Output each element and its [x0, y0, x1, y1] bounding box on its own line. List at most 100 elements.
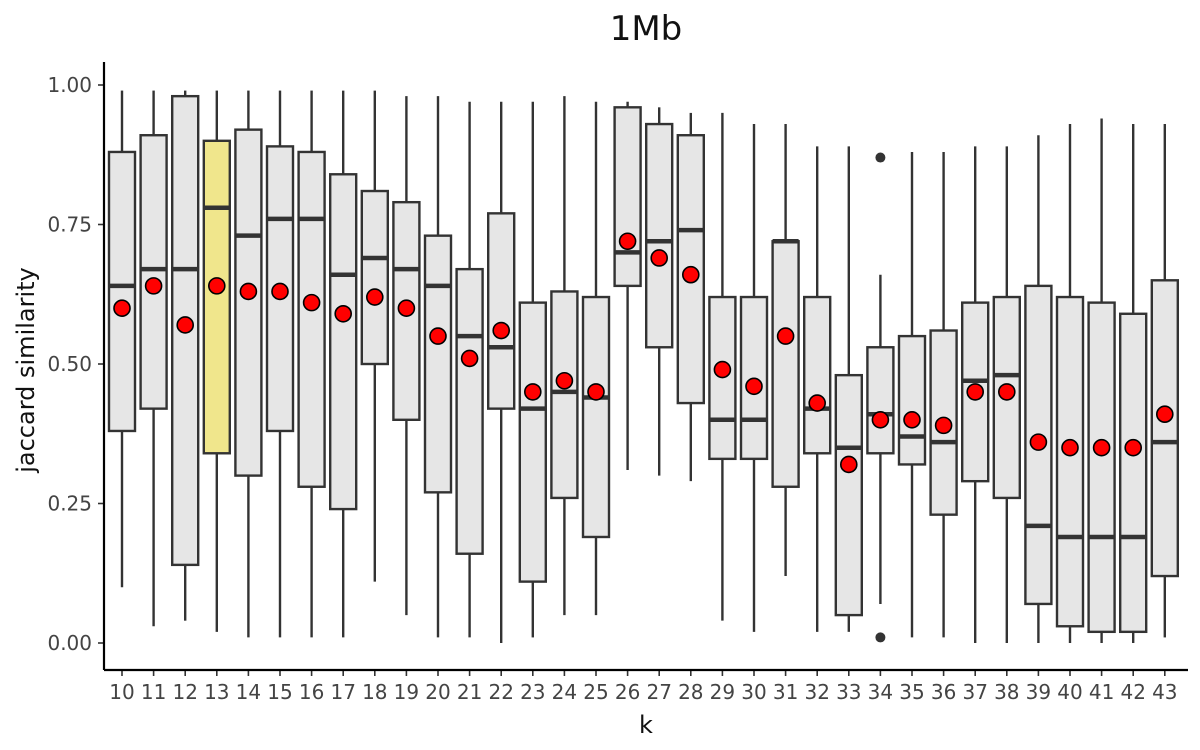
mean-point	[1092, 438, 1111, 457]
x-tick-label: 25	[583, 680, 608, 704]
x-tick-label: 14	[236, 680, 261, 704]
outlier-point	[875, 152, 886, 163]
box-k41	[1087, 301, 1116, 634]
x-tick-label: 23	[520, 680, 545, 704]
x-tick-label: 30	[741, 680, 766, 704]
box-k14	[234, 128, 263, 477]
mean-point	[808, 394, 827, 412]
mean-point	[650, 249, 669, 267]
mean-point	[429, 327, 447, 345]
x-tick-label: 22	[488, 680, 513, 704]
mean-point	[208, 277, 226, 295]
box-k26	[613, 106, 642, 288]
mean-point	[587, 383, 605, 401]
chart-title: 1Mb	[610, 9, 683, 49]
box-k32	[803, 295, 832, 455]
x-tick-label: 26	[615, 680, 640, 704]
x-tick-label: 43	[1152, 680, 1177, 704]
mean-point	[966, 383, 985, 401]
mean-point	[460, 349, 479, 368]
box-k18	[360, 189, 389, 366]
mean-point	[681, 265, 700, 284]
mean-point	[618, 232, 637, 251]
y-tick-label: 0.00	[47, 631, 92, 655]
mean-point	[397, 299, 416, 318]
box-k21	[455, 267, 484, 555]
mean-point	[1124, 438, 1142, 457]
x-tick-label: 35	[899, 680, 924, 704]
x-tick-label: 28	[678, 680, 703, 704]
mean-point	[997, 383, 1016, 401]
x-tick-label: 33	[836, 680, 861, 704]
x-tick-label: 38	[994, 680, 1019, 704]
x-tick-label: 24	[552, 680, 577, 704]
mean-point	[144, 277, 163, 295]
y-tick-label: 1.00	[47, 73, 92, 97]
mean-point	[334, 304, 353, 323]
y-axis-label: jaccard similarity	[12, 267, 40, 474]
x-tick-label: 20	[425, 680, 450, 704]
x-tick-label: 17	[330, 680, 355, 704]
box-k33	[834, 373, 863, 617]
x-tick-label: 21	[457, 680, 482, 704]
y-tick-label: 0.75	[47, 213, 92, 237]
mean-point	[365, 288, 384, 306]
outlier-point	[875, 632, 886, 643]
box-k43	[1150, 279, 1180, 578]
x-tick-label: 36	[931, 680, 956, 704]
x-tick-label: 34	[868, 680, 893, 704]
box-k35	[897, 334, 927, 466]
mean-point	[1156, 405, 1174, 424]
mean-point	[239, 282, 258, 301]
mean-point	[113, 299, 131, 318]
mean-point	[776, 327, 795, 345]
mean-point	[903, 410, 921, 429]
x-tick-label: 19	[394, 680, 419, 704]
box-k11	[139, 134, 168, 410]
box-k22	[487, 212, 516, 410]
x-tick-label: 27	[646, 680, 671, 704]
box-k19	[392, 200, 421, 421]
mean-point	[302, 293, 321, 312]
x-tick-label: 39	[1026, 680, 1051, 704]
box-k16	[297, 150, 326, 488]
mean-point	[523, 383, 542, 401]
box-k25	[581, 295, 611, 539]
mean-point	[839, 455, 858, 474]
mean-point	[555, 371, 574, 390]
x-tick-label: 13	[204, 680, 229, 704]
x-axis-label: k	[639, 711, 653, 739]
mean-point	[934, 416, 953, 435]
mean-point	[713, 360, 732, 379]
x-tick-label: 29	[710, 680, 735, 704]
x-tick-label: 18	[362, 680, 387, 704]
x-tick-label: 15	[267, 680, 292, 704]
x-tick-label: 10	[109, 680, 134, 704]
mean-point	[1061, 438, 1079, 457]
y-axis-label-group: jaccard similarity	[12, 267, 40, 474]
mean-point	[271, 282, 289, 301]
y-tick-label: 0.50	[47, 352, 92, 376]
x-tick-label: 41	[1089, 680, 1114, 704]
x-tick-label: 32	[804, 680, 829, 704]
box-k29	[708, 295, 737, 461]
x-tick-label: 12	[172, 680, 197, 704]
x-tick-label: 16	[299, 680, 324, 704]
box-k39	[1024, 284, 1053, 606]
mean-point	[745, 377, 763, 396]
x-tick-label: 31	[773, 680, 798, 704]
box-k34	[866, 346, 895, 455]
box-k31	[771, 240, 800, 488]
box-k27	[645, 122, 674, 349]
x-tick-label: 11	[141, 680, 166, 704]
box-k24	[550, 290, 579, 500]
x-tick-label: 40	[1057, 680, 1082, 704]
box-k23	[518, 301, 547, 583]
mean-point	[492, 321, 511, 340]
box-k40	[1055, 295, 1085, 628]
box-k10	[107, 150, 137, 433]
box-k13	[202, 139, 232, 455]
mean-point	[871, 410, 890, 429]
